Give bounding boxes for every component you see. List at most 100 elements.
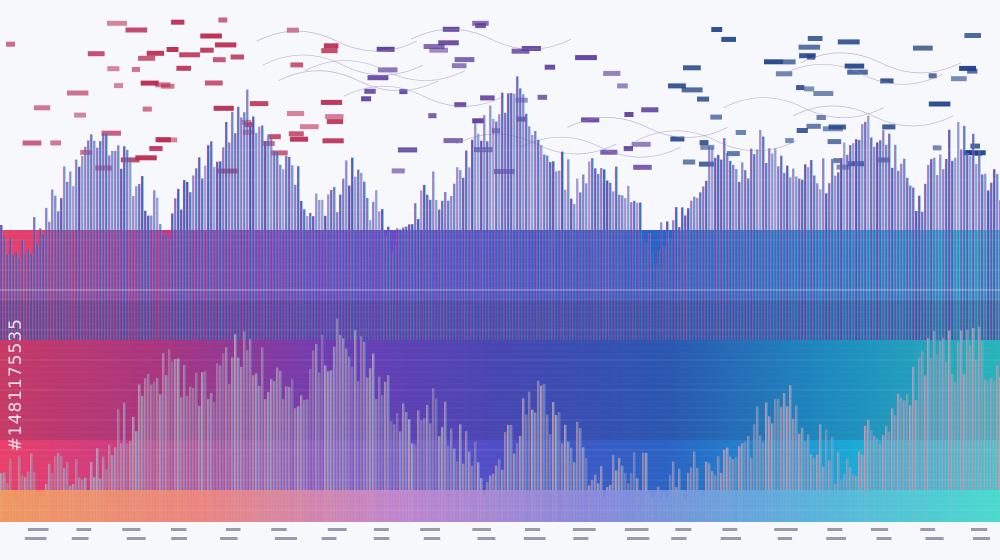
annotation-glyph [575,55,597,61]
spectrum-bar [750,148,753,340]
lower-spectrum-bar [174,359,177,525]
spectrum-bar [246,89,249,341]
lower-spectrum-bar [363,341,366,525]
lower-spectrum-bar [165,375,168,525]
spectrum-bar [264,141,267,340]
spectrum-bar [84,146,87,340]
lower-spectrum-bar [297,406,300,525]
spectrum-bar [459,170,462,340]
spectrum-bar [231,111,234,340]
lower-spectrum-bar [882,435,885,525]
lower-spectrum-bar [384,381,387,525]
spectrum-bar [834,175,837,340]
spectrum-bar [519,88,522,340]
lower-spectrum-bar [345,348,348,525]
annotation-glyph [624,112,634,117]
lower-spectrum-bar [192,388,195,525]
lower-spectrum-bar [510,424,513,525]
spectrum-bar [228,142,231,340]
spectrum-bar [876,142,879,340]
spectrum-bar [741,162,744,340]
annotation-glyph [200,33,222,39]
spectrum-bar [726,152,729,340]
spectrum-bar [135,186,138,340]
spectrum-bar [609,182,612,340]
spectrum-bar [792,168,795,340]
spectrum-bar [312,216,315,340]
annotation-curve [343,85,504,107]
lower-spectrum-bar [450,428,453,525]
spectrum-bar [858,140,861,340]
annotation-glyph [290,62,304,68]
spectrum-bar [813,175,816,340]
lower-spectrum-bar [336,318,339,525]
lower-spectrum-bar [183,364,186,525]
spectrum-bar [177,188,180,340]
lower-spectrum-bar [519,435,522,525]
lower-spectrum-bar [561,443,564,525]
annotation-glyph [697,96,710,102]
spectrum-bar [810,159,813,340]
annotation-glyph [6,41,15,47]
spectrum-bar [402,227,405,340]
lower-spectrum-bar [582,447,585,525]
axis-glyph [720,537,742,540]
axis-glyph [274,537,297,540]
lower-spectrum-bar [171,361,174,525]
lower-spectrum-bar [780,407,783,525]
annotation-glyph [215,42,237,48]
spectrum-bar [753,154,756,340]
spectrum-bar [906,177,909,340]
annotation-glyph [827,139,842,145]
lower-spectrum-bar [348,356,351,525]
spectrum-bar [600,168,603,340]
spectrum-bar [495,121,498,340]
spectrum-bar [489,105,492,341]
spectrum-bar [42,234,45,340]
spectrum-bar [993,169,996,340]
spectrum-bar [930,159,933,340]
annotation-glyph [967,68,978,74]
lower-spectrum-bar [765,402,768,525]
spectrum-bar [462,177,465,340]
spectrum-bar [48,221,51,340]
annotation-glyph [807,54,816,60]
lower-spectrum-bar [693,451,696,525]
axis-glyph [321,537,337,540]
lower-spectrum-bar [825,429,828,525]
lower-spectrum-bar [264,399,267,525]
lower-spectrum-bar [234,334,237,525]
lower-spectrum-bar [330,370,333,525]
annotation-glyph [286,111,305,116]
lower-spectrum-bar [516,443,519,525]
spectrum-bar [93,140,96,340]
lower-spectrum-bar [981,340,984,525]
lower-spectrum-bar [378,376,381,525]
spectrum-bar [204,165,207,340]
annotation-glyph [212,57,226,63]
lower-spectrum-bar [972,327,975,525]
spectrum-bar [795,176,798,340]
spectrum-bar [735,168,738,340]
annotation-glyph [166,47,179,52]
spectrum-bar [399,229,402,340]
spectrum-bar [729,160,732,340]
spectrum-bar [366,197,369,340]
lower-spectrum-bar [201,372,204,525]
annotation-glyph [641,107,659,113]
spectrum-bar [522,94,525,341]
spectrum-bar [516,76,519,341]
lower-spectrum-bar [303,399,306,525]
annotation-glyph [681,87,703,93]
spectrum-bar [291,165,294,340]
lower-spectrum-bar [738,446,741,525]
spectrum-bar [438,209,441,340]
lower-spectrum-bar [387,375,390,525]
spectrum-bar [675,207,678,340]
lower-spectrum-bar [351,367,354,525]
lower-spectrum-bar [126,443,129,525]
spectrum-bar [987,190,990,340]
spectrum-bar [12,255,15,340]
